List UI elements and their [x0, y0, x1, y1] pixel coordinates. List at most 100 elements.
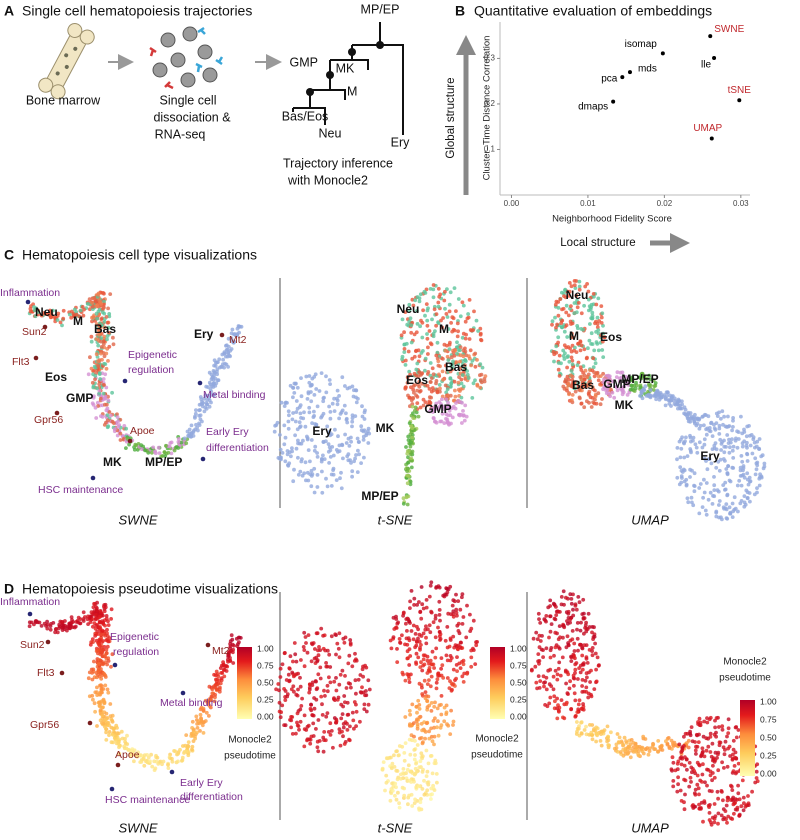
cell-point: [88, 355, 92, 360]
cell-point: [677, 439, 682, 444]
cell-point: [427, 661, 431, 666]
cell-point: [407, 308, 412, 313]
cell-point: [436, 286, 441, 291]
cell-point: [557, 709, 561, 714]
cell-point: [87, 670, 92, 675]
cell-point: [697, 486, 702, 490]
cell-point: [99, 339, 103, 344]
cell-point: [579, 731, 584, 736]
cell-point: [415, 603, 419, 607]
cell-point: [430, 386, 435, 390]
arrow-label: Global structure: [445, 77, 457, 158]
cell-point: [390, 788, 395, 793]
cell-point: [367, 687, 372, 692]
cell-point: [599, 743, 604, 748]
cell-point: [716, 750, 721, 755]
cell-point: [49, 311, 54, 316]
cell-point: [685, 767, 689, 772]
cell-point: [331, 745, 335, 750]
cell-point: [93, 373, 98, 378]
cell-point: [473, 662, 478, 666]
cell-point: [170, 759, 175, 764]
cell-point: [413, 405, 418, 410]
cell-point: [653, 381, 658, 385]
cell-point: [184, 441, 189, 446]
cell-point: [308, 737, 313, 742]
cell-point: [307, 380, 312, 385]
cell-point: [441, 357, 445, 361]
cell-point: [415, 309, 419, 313]
cell-point: [445, 722, 449, 727]
cell-point: [722, 444, 727, 449]
cell-point: [683, 407, 688, 412]
cell-point: [660, 748, 665, 752]
cell-point: [731, 416, 735, 420]
cell-point: [717, 499, 722, 503]
cell-point: [350, 384, 355, 389]
cell-point: [315, 631, 320, 636]
cell-point: [289, 454, 293, 459]
cell-point: [741, 795, 746, 800]
cell-point: [286, 409, 291, 414]
cell-point: [536, 652, 541, 656]
cell-point: [680, 746, 685, 751]
cell-point: [307, 405, 312, 410]
cell-point: [409, 340, 414, 345]
cell-point: [114, 723, 119, 728]
cell-point: [81, 619, 86, 623]
cell-point: [464, 635, 469, 640]
cell-point: [284, 678, 289, 682]
cell-point: [332, 396, 336, 401]
cell-point: [731, 747, 736, 752]
cell-point: [581, 662, 586, 667]
cell-point: [404, 621, 408, 626]
cell-point: [587, 625, 592, 629]
cell-point: [150, 764, 155, 769]
cell-point: [431, 331, 436, 336]
cell-point: [457, 375, 461, 379]
cell-point: [468, 348, 473, 353]
cell-point: [572, 649, 577, 653]
cell-point: [186, 744, 191, 749]
embedding-name: t-SNE: [378, 512, 413, 527]
cell-point: [336, 450, 340, 454]
cell-point: [414, 761, 418, 766]
cell-point: [588, 379, 593, 384]
cell-point: [155, 755, 160, 760]
cell-point: [731, 456, 736, 460]
cell-point: [389, 646, 394, 651]
cell-point: [319, 459, 324, 464]
cell-point: [425, 705, 430, 709]
cell-point: [534, 680, 539, 685]
cell-point: [413, 753, 417, 757]
cell-point: [207, 404, 212, 409]
cell-point: [641, 734, 646, 739]
cell-point: [736, 791, 741, 796]
cell-point: [124, 426, 128, 431]
cell-point: [106, 394, 110, 399]
cell-point: [290, 670, 295, 675]
cell-point: [754, 776, 759, 780]
cell-point: [554, 613, 559, 617]
cell-point: [448, 369, 453, 374]
cell-point: [730, 515, 735, 519]
cell-point: [406, 438, 411, 442]
cell-point: [755, 490, 759, 495]
cell-point: [716, 811, 721, 816]
cell-point: [112, 421, 116, 425]
cell-point: [585, 675, 589, 680]
cell-point: [424, 598, 429, 602]
colorbar-tick: 0.50: [510, 677, 527, 687]
cell-point: [72, 307, 77, 312]
cell-point: [451, 634, 456, 639]
cell-point: [719, 448, 723, 452]
cell-point: [594, 401, 599, 406]
cell-point: [57, 622, 62, 627]
cell-point: [701, 749, 705, 754]
cluster-label: MP/EP: [145, 455, 182, 469]
cell-point: [437, 608, 442, 612]
cell-point: [434, 585, 439, 589]
cell-point: [733, 771, 738, 776]
cell-point: [403, 385, 408, 390]
cell-point: [437, 599, 442, 604]
